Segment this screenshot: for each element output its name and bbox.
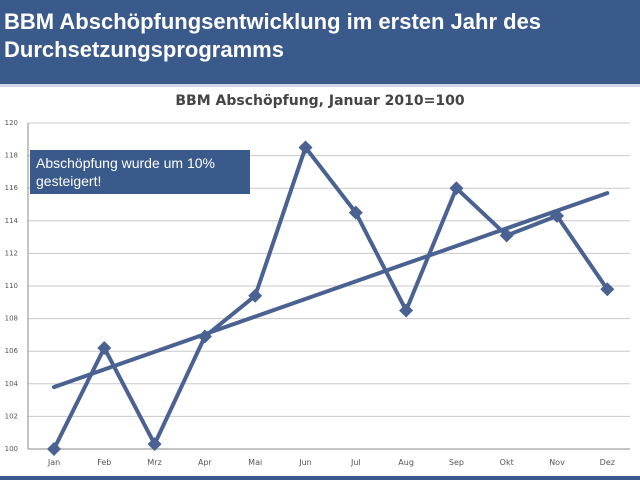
chart-title: BBM Abschöpfung, Januar 2010=100 (175, 93, 465, 109)
data-point-marker (298, 140, 313, 155)
data-point-marker (449, 181, 464, 196)
y-tick-label: 100 (5, 445, 18, 453)
annotation-box: Abschöpfung wurde um 10% gesteigert! (30, 150, 250, 194)
data-point-marker (97, 340, 112, 355)
y-tick-label: 112 (5, 249, 18, 257)
y-tick-label: 104 (5, 380, 19, 388)
x-tick-label: Sep (449, 458, 464, 467)
x-tick-label: Mrz (147, 458, 161, 467)
x-tick-label: Jan (47, 458, 60, 467)
x-tick-label: Aug (398, 458, 414, 467)
x-tick-label: Feb (97, 458, 111, 467)
data-point-marker (47, 442, 61, 456)
y-tick-label: 106 (5, 347, 19, 355)
y-tick-label: 114 (5, 217, 19, 225)
bottom-divider (0, 476, 640, 480)
y-tick-label: 110 (5, 282, 18, 290)
y-tick-label: 102 (5, 412, 18, 420)
header-divider (0, 84, 640, 87)
y-tick-label: 120 (5, 119, 18, 127)
slide-header: BBM Abschöpfungsentwicklung im ersten Ja… (0, 0, 640, 84)
y-tick-label: 118 (5, 152, 18, 160)
data-point-marker (600, 282, 615, 297)
x-tick-label: Mai (248, 458, 262, 467)
x-tick-label: Jul (350, 458, 361, 467)
x-tick-label: Apr (198, 458, 213, 467)
x-tick-label: Jun (298, 458, 312, 467)
x-tick-label: Nov (549, 458, 565, 467)
x-tick-label: Okt (500, 458, 514, 467)
data-point-marker (348, 205, 363, 220)
data-point-marker (147, 437, 162, 452)
data-point-marker (399, 303, 414, 318)
slide-title: BBM Abschöpfungsentwicklung im ersten Ja… (4, 9, 542, 62)
series-line (52, 145, 609, 450)
data-point-marker (197, 329, 212, 344)
data-point-marker (550, 208, 564, 223)
y-tick-label: 108 (5, 315, 18, 323)
y-tick-label: 116 (5, 184, 19, 192)
x-tick-label: Dez (600, 458, 615, 467)
trend-line (52, 191, 610, 390)
data-point-marker (248, 288, 263, 303)
data-point-marker (499, 228, 514, 243)
